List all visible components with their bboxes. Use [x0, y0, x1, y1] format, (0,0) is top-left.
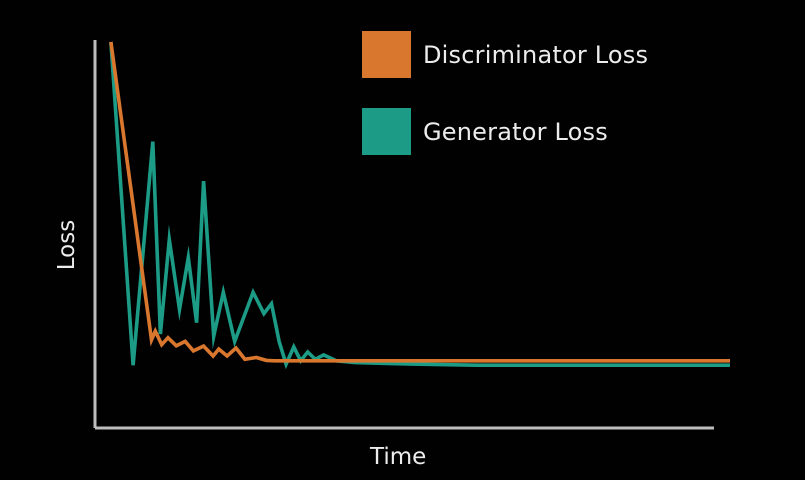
legend-swatch-discriminator — [362, 31, 411, 78]
legend-swatch-generator — [362, 108, 411, 155]
series-layer — [109, 41, 730, 370]
series-line-discriminator — [109, 41, 730, 363]
x-axis-title: Time — [370, 444, 427, 470]
series-line-generator — [109, 41, 730, 370]
legend-item-generator: Generator Loss — [362, 108, 608, 155]
legend-item-discriminator: Discriminator Loss — [362, 31, 648, 78]
legend-label-generator: Generator Loss — [423, 117, 608, 146]
legend-label-discriminator: Discriminator Loss — [423, 40, 649, 69]
y-axis-title: Loss — [54, 219, 81, 271]
